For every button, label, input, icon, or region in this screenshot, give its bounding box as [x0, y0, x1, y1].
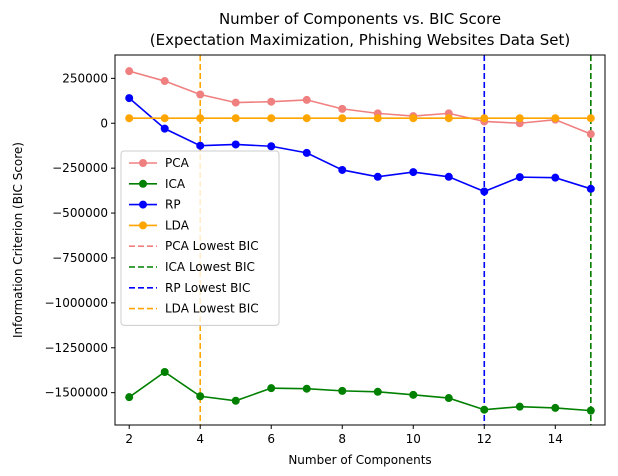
y-tick-label-3: −500000: [52, 206, 108, 220]
point-ica-5: [231, 396, 240, 405]
point-ica-15: [586, 406, 595, 415]
point-ica-12: [480, 405, 489, 414]
point-rp-2: [125, 94, 134, 103]
point-lda-11: [444, 114, 453, 123]
point-rp-7: [302, 148, 311, 157]
point-rp-15: [586, 184, 595, 193]
point-lda-6: [267, 114, 276, 123]
point-pca-8: [338, 104, 347, 113]
point-lda-8: [338, 114, 347, 123]
point-ica-13: [515, 402, 524, 411]
point-rp-9: [373, 172, 382, 181]
x-tick-label-12: 12: [477, 432, 492, 446]
point-ica-6: [267, 384, 276, 393]
legend-marker-lda: [139, 221, 147, 230]
legend-marker-rp: [139, 200, 147, 209]
point-rp-4: [196, 141, 205, 150]
point-lda-9: [373, 114, 382, 123]
legend: PCA ICA RP LDA PCA Lowest BIC ICA Lowest BIC R…: [120, 150, 280, 326]
x-tick-label-8: 8: [338, 432, 346, 446]
legend-label-ica: ICA: [165, 177, 186, 191]
y-tick-label-7: −1500000: [45, 386, 109, 400]
point-pca-3: [160, 77, 169, 86]
legend-label-rp-lowest-bic: RP Lowest BIC: [165, 281, 250, 295]
y-tick-label-0: 250000: [62, 71, 108, 85]
point-lda-15: [586, 114, 595, 123]
point-ica-3: [160, 368, 169, 377]
point-pca-4: [196, 90, 205, 99]
y-axis-label: Information Criterion (BIC Score): [11, 142, 25, 338]
point-rp-12: [480, 187, 489, 196]
point-lda-2: [125, 114, 134, 123]
series-line-ica: [128, 371, 591, 412]
y-tick-label-1: 0: [100, 116, 108, 130]
point-rp-11: [444, 172, 453, 181]
point-lda-7: [302, 114, 311, 123]
point-pca-15: [586, 130, 595, 139]
point-ica-2: [125, 393, 134, 402]
point-pca-5: [231, 98, 240, 107]
x-axis-label: Number of Components: [288, 453, 431, 467]
point-ica-11: [444, 394, 453, 403]
x-tick-label-10: 10: [406, 432, 421, 446]
point-ica-14: [551, 403, 560, 412]
legend-label-pca-lowest-bic: PCA Lowest BIC: [165, 239, 259, 253]
y-tick-label-6: −1250000: [45, 341, 109, 355]
point-rp-10: [409, 168, 418, 177]
legend-label-lda-lowest-bic: LDA Lowest BIC: [165, 302, 259, 316]
x-tick-label-6: 6: [267, 432, 275, 446]
legend-box: [120, 150, 280, 326]
point-rp-8: [338, 165, 347, 174]
point-lda-13: [515, 114, 524, 123]
x-axis-ticks: 2 4 6 8 10 12 14: [125, 425, 563, 446]
point-lda-4: [196, 114, 205, 123]
point-rp-14: [551, 173, 560, 182]
point-pca-2: [125, 67, 134, 76]
point-pca-7: [302, 95, 311, 104]
point-pca-6: [267, 97, 276, 106]
series-line-rp: [128, 97, 592, 193]
y-axis-ticks: 250000 0 −250000 −500000 −750000 −1000000 −125…: [45, 71, 115, 400]
point-ica-10: [409, 390, 418, 399]
point-lda-12: [480, 114, 489, 123]
axes-frame: [114, 54, 606, 426]
legend-label-ica-lowest-bic: ICA Lowest BIC: [165, 260, 255, 274]
y-tick-label-2: −250000: [52, 161, 108, 175]
legend-label-pca: PCA: [165, 156, 190, 170]
point-ica-8: [338, 386, 347, 395]
chart-title-line-2: (Expectation Maximization, Phishing Webs…: [150, 31, 571, 49]
point-rp-13: [515, 173, 524, 182]
point-rp-6: [267, 142, 276, 151]
point-lda-14: [551, 114, 560, 123]
y-tick-label-4: −750000: [52, 251, 108, 265]
point-rp-3: [160, 124, 169, 133]
point-ica-9: [373, 387, 382, 396]
legend-marker-ica: [139, 179, 147, 188]
x-tick-label-4: 4: [196, 432, 204, 446]
point-lda-5: [231, 114, 240, 123]
point-lda-10: [409, 114, 418, 123]
chart-title-line-1: Number of Components vs. BIC Score: [219, 10, 501, 28]
point-rp-5: [231, 140, 240, 149]
point-lda-3: [160, 114, 169, 123]
legend-label-lda: LDA: [165, 218, 190, 232]
series-line-pca: [128, 70, 592, 135]
x-tick-label-2: 2: [125, 432, 133, 446]
legend-marker-pca: [139, 159, 147, 167]
x-tick-label-14: 14: [548, 432, 563, 446]
legend-label-rp: RP: [165, 198, 181, 212]
point-ica-4: [196, 392, 205, 401]
point-ica-7: [302, 384, 311, 393]
y-tick-label-5: −1000000: [45, 296, 109, 310]
